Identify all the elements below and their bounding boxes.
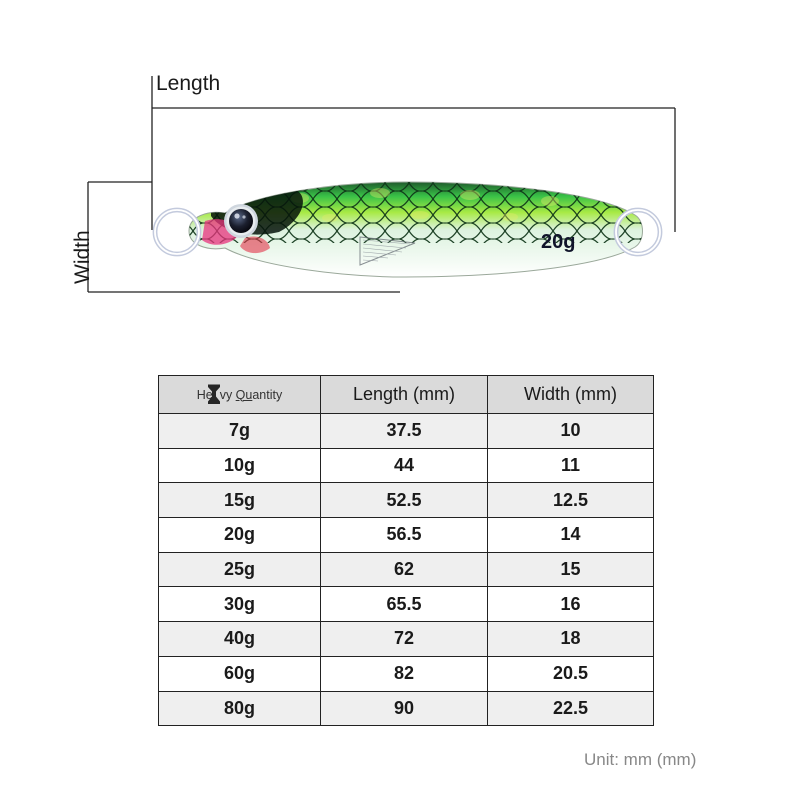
svg-text:20g: 20g — [541, 231, 575, 253]
